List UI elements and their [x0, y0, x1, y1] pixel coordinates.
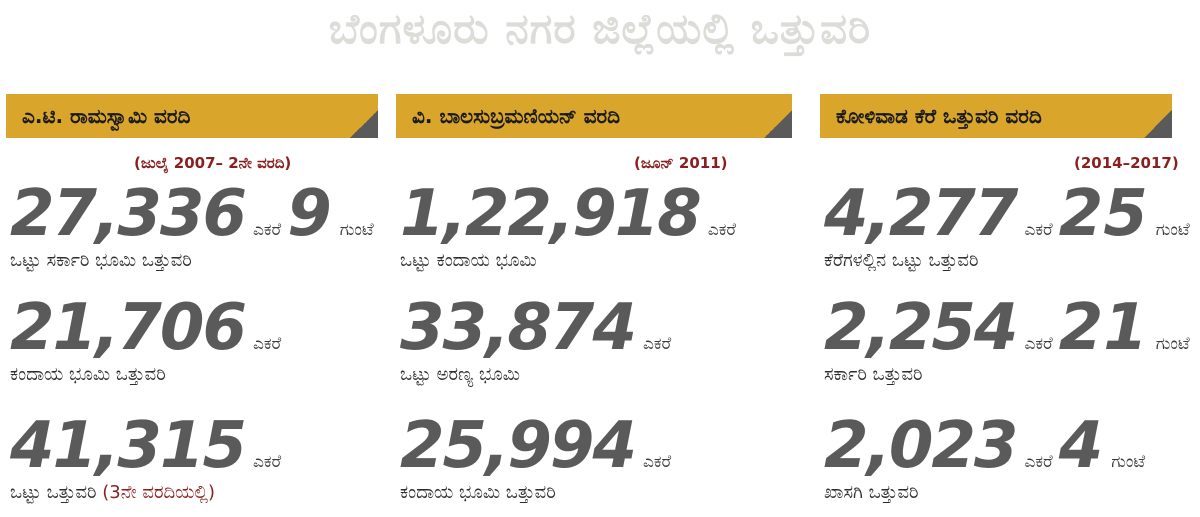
page-title: ಬೆಂಗಳೂರು ನಗರ ಜಿಲ್ಲೆಯಲ್ಲಿ ಒತ್ತುವರಿ — [328, 4, 872, 53]
stat-unit: ಎಕರೆ — [252, 220, 282, 240]
report-header-banner: ಎ.ಟಿ. ರಾಮಸ್ವಾಮಿ ವರದಿ — [6, 94, 378, 138]
report-header-label: ವಿ. ಬಾಲಸುಬ್ರಮಣಿಯನ್ ವರದಿ — [412, 104, 621, 128]
report-column-ramaswamy: ಎ.ಟಿ. ರಾಮಸ್ವಾಮಿ ವರದಿ (ಜುಲೈ 2007– 2ನೇ ವರದ… — [6, 94, 386, 514]
stat-unit: ಎಕರೆ — [1024, 334, 1053, 354]
stat-block: 2,023 ಎಕರೆ 4 ಗುಂಟೆ ಖಾಸಗಿ ಒತ್ತುವರಿ — [824, 410, 1149, 503]
stat-caption: ಸರ್ಕಾರಿ ಒತ್ತುವರಿ — [824, 364, 1194, 385]
stat-unit: ಎಕರೆ — [252, 452, 282, 472]
report-period: (ಜೂನ್ 2011) — [634, 154, 728, 172]
stat-value: 33,874 — [400, 291, 637, 365]
folded-corner-icon — [764, 110, 792, 138]
stat-unit-secondary: ಗುಂಟೆ — [1155, 334, 1190, 354]
stat-block: 25,994 ಎಕರೆ ಕಂದಾಯ ಭೂಮಿ ಒತ್ತುವರಿ — [400, 410, 675, 503]
stat-caption: ಕಂದಾಯ ಭೂಮಿ ಒತ್ತುವರಿ — [10, 364, 285, 385]
folded-corner-icon — [350, 110, 378, 138]
stat-caption-note: (3ನೇ ವರದಿಯಲ್ಲಿ) — [102, 482, 216, 503]
stat-caption: ಒಟ್ಟು ಸರ್ಕಾರಿ ಭೂಮಿ ಒತ್ತುವರಿ — [10, 250, 378, 271]
stat-value: 27,336 — [10, 177, 247, 251]
stat-caption-text: ಸರ್ಕಾರಿ ಒತ್ತುವರಿ — [824, 364, 923, 385]
stat-block: 4,277 ಎಕರೆ 25 ಗುಂಟೆ ಕೆರೆಗಳಲ್ಲಿನ ಒಟ್ಟು ಒತ… — [824, 178, 1194, 271]
stat-caption: ಕೆರೆಗಳಲ್ಲಿನ ಒಟ್ಟು ಒತ್ತುವರಿ — [824, 250, 1194, 271]
stat-value-secondary: 25 — [1058, 177, 1148, 251]
stat-unit: ಎಕರೆ — [1024, 220, 1053, 240]
stat-caption: ಒಟ್ಟು ಒತ್ತುವರಿ (3ನೇ ವರದಿಯಲ್ಲಿ) — [10, 482, 285, 503]
stat-value: 2,023 — [824, 409, 1018, 483]
stat-value: 2,254 — [824, 291, 1018, 365]
report-column-balasubramanian: ವಿ. ಬಾಲಸುಬ್ರಮಣಿಯನ್ ವರದಿ (ಜೂನ್ 2011) 1,22… — [396, 94, 796, 514]
stat-value: 41,315 — [10, 409, 247, 483]
stat-caption-text: ಒಟ್ಟು ಸರ್ಕಾರಿ ಭೂಮಿ ಒತ್ತುವರಿ — [10, 250, 192, 271]
stat-value: 4,277 — [824, 177, 1018, 251]
stat-caption: ಒಟ್ಟು ಕಂದಾಯ ಭೂಮಿ — [400, 250, 740, 271]
report-header-banner: ವಿ. ಬಾಲಸುಬ್ರಮಣಿಯನ್ ವರದಿ — [396, 94, 792, 138]
stat-caption-text: ಒಟ್ಟು ಒತ್ತುವರಿ — [10, 482, 97, 503]
stat-caption-text: ಕೆರೆಗಳಲ್ಲಿನ ಒಟ್ಟು ಒತ್ತುವರಿ — [824, 250, 979, 271]
stat-block: 1,22,918 ಎಕರೆ ಒಟ್ಟು ಕಂದಾಯ ಭೂಮಿ — [400, 178, 740, 271]
stat-unit-secondary: ಗುಂಟೆ — [339, 220, 374, 240]
stat-unit: ಎಕರೆ — [252, 334, 282, 354]
stat-block: 27,336 ಎಕರೆ 9 ಗುಂಟೆ ಒಟ್ಟು ಸರ್ಕಾರಿ ಭೂಮಿ ಒ… — [10, 178, 378, 271]
stat-caption: ಕಂದಾಯ ಭೂಮಿ ಒತ್ತುವರಿ — [400, 482, 675, 503]
stat-block: 41,315 ಎಕರೆ ಒಟ್ಟು ಒತ್ತುವರಿ (3ನೇ ವರದಿಯಲ್ಲ… — [10, 410, 285, 503]
report-header-label: ಎ.ಟಿ. ರಾಮಸ್ವಾಮಿ ವರದಿ — [22, 104, 191, 128]
stat-block: 2,254 ಎಕರೆ 21 ಗುಂಟೆ ಸರ್ಕಾರಿ ಒತ್ತುವರಿ — [824, 292, 1194, 385]
stat-value-secondary: 4 — [1058, 409, 1104, 483]
report-period: (2014–2017) — [1074, 154, 1179, 172]
stat-value-secondary: 21 — [1058, 291, 1148, 365]
report-column-koliwad: ಕೋಳಿವಾಡ ಕೆರೆ ಒತ್ತುವರಿ ವರದಿ (2014–2017) 4… — [820, 94, 1196, 514]
stat-unit: ಎಕರೆ — [707, 220, 737, 240]
stat-value-secondary: 9 — [287, 177, 332, 251]
stat-unit-secondary: ಗುಂಟೆ — [1111, 452, 1146, 472]
stat-value: 1,22,918 — [400, 177, 702, 251]
stat-caption-text: ಒಟ್ಟು ಅರಣ್ಯ ಭೂಮಿ — [400, 364, 520, 385]
stat-caption-text: ಒಟ್ಟು ಕಂದಾಯ ಭೂಮಿ — [400, 250, 537, 271]
report-period: (ಜುಲೈ 2007– 2ನೇ ವರದಿ) — [134, 154, 292, 172]
stat-block: 33,874 ಎಕರೆ ಒಟ್ಟು ಅರಣ್ಯ ಭೂಮಿ — [400, 292, 675, 385]
stat-caption-text: ಕಂದಾಯ ಭೂಮಿ ಒತ್ತುವರಿ — [400, 482, 556, 503]
stat-unit: ಎಕರೆ — [1024, 452, 1053, 472]
report-header-label: ಕೋಳಿವಾಡ ಕೆರೆ ಒತ್ತುವರಿ ವರದಿ — [836, 104, 1042, 128]
report-header-banner: ಕೋಳಿವಾಡ ಕೆರೆ ಒತ್ತುವರಿ ವರದಿ — [820, 94, 1172, 138]
stat-caption-text: ಖಾಸಗಿ ಒತ್ತುವರಿ — [824, 482, 919, 503]
stat-caption-text: ಕಂದಾಯ ಭೂಮಿ ಒತ್ತುವರಿ — [10, 364, 166, 385]
stat-caption: ಖಾಸಗಿ ಒತ್ತುವರಿ — [824, 482, 1149, 503]
stat-unit: ಎಕರೆ — [642, 334, 672, 354]
stat-unit: ಎಕರೆ — [642, 452, 672, 472]
stat-block: 21,706 ಎಕರೆ ಕಂದಾಯ ಭೂಮಿ ಒತ್ತುವರಿ — [10, 292, 285, 385]
stat-caption: ಒಟ್ಟು ಅರಣ್ಯ ಭೂಮಿ — [400, 364, 675, 385]
stat-unit-secondary: ಗುಂಟೆ — [1155, 220, 1190, 240]
stat-value: 21,706 — [10, 291, 247, 365]
folded-corner-icon — [1144, 110, 1172, 138]
stat-value: 25,994 — [400, 409, 637, 483]
